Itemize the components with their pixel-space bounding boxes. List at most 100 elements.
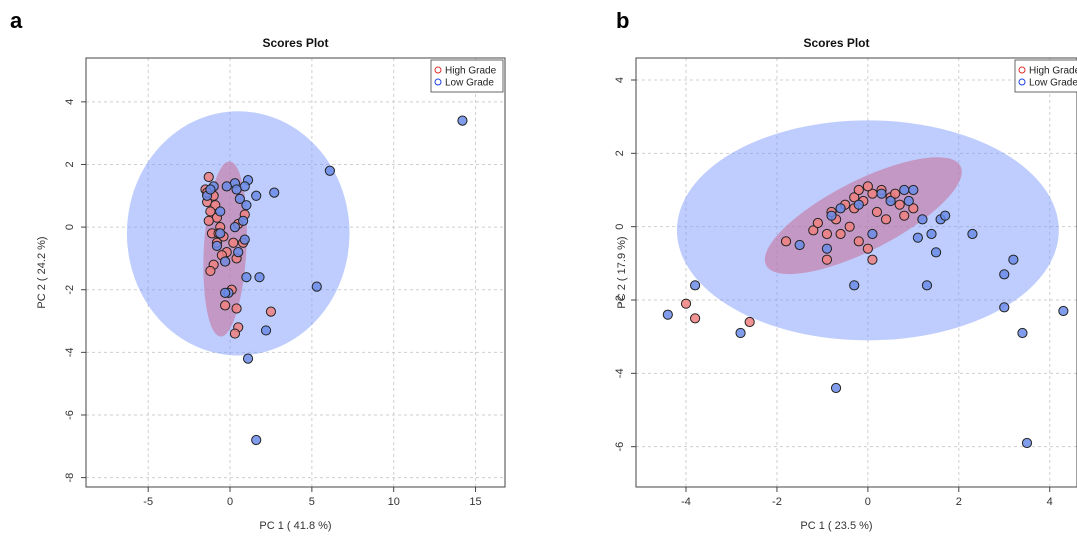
low-grade-point xyxy=(690,280,701,291)
x-axis-label: PC 1 ( 23.5 %) xyxy=(800,520,872,532)
high-grade-point xyxy=(228,237,239,248)
low-grade-point xyxy=(231,184,242,195)
data-points xyxy=(200,115,468,446)
high-grade-point xyxy=(205,265,216,277)
low-grade-point xyxy=(999,269,1010,280)
low-grade-point xyxy=(251,434,262,446)
low-grade-point xyxy=(821,243,833,254)
legend-label: Low Grade xyxy=(1029,78,1077,89)
low-grade-point xyxy=(903,195,914,207)
y-axis-label: PC 2 ( 24.2 %) xyxy=(36,236,48,308)
low-grade-point xyxy=(853,199,864,210)
x-tick-label: 4 xyxy=(1047,496,1053,508)
x-tick-label: 0 xyxy=(865,496,871,508)
high-grade-point xyxy=(220,300,231,311)
low-grade-point xyxy=(917,214,928,225)
low-grade-point xyxy=(849,280,860,291)
low-grade-point xyxy=(324,165,335,176)
legend-box xyxy=(430,59,504,93)
low-grade-point xyxy=(241,200,252,211)
low-grade-point xyxy=(254,272,265,283)
high-grade-point xyxy=(862,243,873,254)
x-tick-label: 0 xyxy=(227,496,233,508)
x-tick-label: 5 xyxy=(309,496,315,508)
scores-plot-a: -5 0 5 10 15 -8 -6 -4 -2 0 2 4 Scores Plot PC 1 ( 41.… xyxy=(36,36,506,532)
data-points xyxy=(662,181,1069,449)
low-grade-point xyxy=(311,281,322,292)
low-grade-point xyxy=(220,256,231,267)
low-grade-point xyxy=(220,287,231,298)
high-grade-point xyxy=(203,171,214,183)
low-grade-point xyxy=(234,193,245,205)
high-grade-point xyxy=(229,328,241,339)
high-grade-point xyxy=(853,236,864,247)
y-tick-label: -4 xyxy=(64,347,76,357)
low-grade-point xyxy=(211,240,223,251)
y-tick-label: 2 xyxy=(614,150,626,156)
plot-title: Scores Plot xyxy=(803,36,869,50)
high-grade-point xyxy=(908,203,919,214)
low-grade-point xyxy=(926,228,937,240)
low-grade-point xyxy=(229,221,241,233)
x-tick-label: -5 xyxy=(143,496,153,508)
y-tick-label: 4 xyxy=(614,77,626,83)
legend-label: High Grade xyxy=(445,66,497,77)
low-grade-point xyxy=(830,382,842,394)
y-tick-label: -6 xyxy=(64,410,76,420)
x-tick-label: -2 xyxy=(772,496,782,508)
high-grade-point xyxy=(780,236,792,247)
low-grade-point xyxy=(242,353,254,364)
high-grade-point xyxy=(812,217,823,229)
grid xyxy=(86,58,505,487)
legend-marker xyxy=(434,66,442,74)
y-tick-label: -8 xyxy=(64,473,76,483)
low-grade-point xyxy=(241,272,252,283)
high-grade-point xyxy=(862,181,873,192)
high-grade-point xyxy=(744,316,755,328)
plot-frame xyxy=(635,57,1077,488)
low-grade-point xyxy=(735,327,746,339)
x-axis-label: PC 1 ( 41.8 %) xyxy=(259,520,331,532)
low-grade-point xyxy=(899,184,910,196)
low-grade-point xyxy=(233,247,244,258)
y-axis-label: PC 2 ( 17.9 %) xyxy=(616,236,628,308)
legend-marker xyxy=(1018,78,1026,86)
low-grade-point xyxy=(999,302,1010,313)
low-grade-point xyxy=(867,228,878,240)
low-grade-point xyxy=(215,206,226,217)
low-grade-point xyxy=(826,210,837,221)
legend-box xyxy=(1014,59,1077,93)
x-tick-label: 10 xyxy=(388,496,400,508)
low-grade-point xyxy=(1021,437,1033,449)
low-grade-point xyxy=(794,239,805,251)
high-grade-point xyxy=(203,215,214,226)
low-grade-point xyxy=(967,228,978,240)
y-tick-label: 0 xyxy=(614,224,626,230)
low-grade-point xyxy=(215,228,226,239)
low-grade-point xyxy=(1008,254,1019,265)
high-grade-point xyxy=(844,221,855,232)
low-grade-point xyxy=(269,187,280,198)
high-grade-point xyxy=(899,210,910,221)
low-grade-point xyxy=(1017,327,1028,339)
panel-label: a xyxy=(10,8,23,33)
high-grade-point xyxy=(231,303,242,314)
high-grade-point xyxy=(835,228,846,240)
low-grade-point xyxy=(912,232,923,243)
low-grade-point xyxy=(835,203,846,214)
x-tick-label: -4 xyxy=(681,496,691,508)
high-grade-point xyxy=(853,184,864,196)
y-tick-label: 4 xyxy=(64,99,76,105)
scores-plot-b: -4 -2 0 2 4 -6 -4 -2 0 2 4 Scores Plot PC 1 ( 23.5 %… xyxy=(614,36,1077,532)
confidence-ellipses xyxy=(126,111,350,356)
low-grade-point xyxy=(1058,305,1069,317)
low-grade-point xyxy=(908,184,919,196)
high-grade-point xyxy=(808,225,819,236)
legend-label: High Grade xyxy=(1029,66,1077,77)
low-grade-point xyxy=(921,280,933,291)
low-grade-point xyxy=(238,215,249,226)
low-grade-point xyxy=(260,325,272,336)
y-tick-label: 0 xyxy=(64,224,76,230)
